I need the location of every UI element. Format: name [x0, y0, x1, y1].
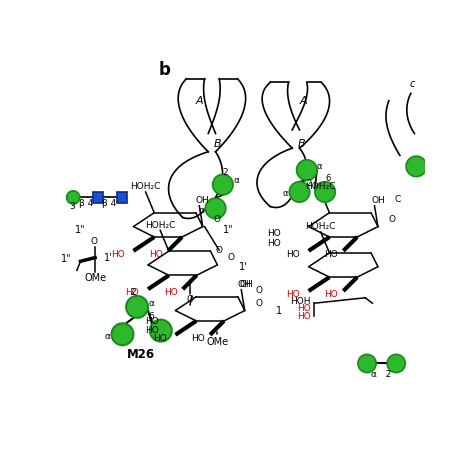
Circle shape — [126, 296, 148, 318]
Text: 2: 2 — [306, 179, 311, 188]
Text: HOH₂C: HOH₂C — [130, 182, 161, 191]
Text: O: O — [91, 237, 98, 246]
Text: β 4: β 4 — [102, 200, 116, 209]
Text: OMe: OMe — [206, 337, 228, 346]
Text: HO: HO — [286, 290, 300, 299]
Text: HO: HO — [297, 311, 310, 320]
Text: HOH₂C: HOH₂C — [306, 222, 336, 231]
Text: 1": 1" — [223, 225, 234, 235]
Text: HO: HO — [149, 250, 163, 259]
FancyBboxPatch shape — [93, 192, 103, 202]
Text: A: A — [195, 96, 203, 106]
Text: α: α — [234, 176, 240, 185]
Text: OMe: OMe — [84, 273, 106, 283]
Text: 1: 1 — [276, 306, 283, 316]
Text: M26: M26 — [127, 348, 155, 361]
Text: 6: 6 — [325, 174, 331, 183]
Text: 6: 6 — [149, 311, 155, 320]
Circle shape — [315, 182, 335, 202]
Text: O: O — [216, 246, 223, 255]
Text: HOH: HOH — [290, 297, 310, 306]
Text: α   2: α 2 — [372, 370, 392, 379]
Circle shape — [289, 182, 310, 202]
Text: HO: HO — [324, 290, 338, 299]
Circle shape — [67, 191, 80, 204]
Circle shape — [387, 355, 405, 373]
Circle shape — [205, 198, 226, 219]
Text: α: α — [149, 299, 155, 308]
Text: HO: HO — [145, 317, 159, 326]
Text: O: O — [228, 254, 235, 263]
Text: β 4: β 4 — [79, 200, 93, 209]
Text: OH: OH — [196, 196, 210, 205]
Text: O: O — [213, 215, 220, 224]
Text: O: O — [388, 215, 395, 224]
Text: c: c — [410, 79, 415, 89]
Text: 2: 2 — [222, 168, 228, 177]
Text: HO: HO — [153, 334, 166, 343]
Circle shape — [406, 156, 427, 177]
Text: HO: HO — [267, 229, 281, 238]
Text: OH: OH — [238, 280, 252, 289]
Text: HO: HO — [297, 304, 310, 313]
Text: HO: HO — [191, 334, 205, 343]
Text: B: B — [298, 139, 305, 149]
Text: 1': 1' — [104, 253, 112, 264]
Text: HO: HO — [111, 250, 125, 259]
Text: O: O — [255, 299, 262, 308]
Circle shape — [297, 160, 317, 180]
Text: α: α — [199, 206, 205, 215]
Text: α: α — [105, 332, 111, 341]
Circle shape — [213, 174, 233, 195]
Text: HO: HO — [286, 250, 300, 259]
Text: HO: HO — [164, 288, 177, 297]
Text: O: O — [256, 286, 263, 295]
Text: C: C — [394, 195, 401, 204]
Text: HO: HO — [126, 288, 139, 297]
Text: A: A — [300, 96, 307, 106]
Text: B: B — [214, 139, 221, 149]
Text: O: O — [186, 295, 193, 304]
Text: 2: 2 — [131, 288, 136, 297]
Circle shape — [358, 355, 376, 373]
Text: HOH₂C: HOH₂C — [145, 220, 175, 229]
Text: 3: 3 — [70, 202, 75, 211]
Text: 1": 1" — [75, 225, 86, 235]
Text: HO: HO — [267, 238, 281, 247]
Text: HO: HO — [145, 326, 159, 335]
Circle shape — [150, 319, 172, 342]
Text: HOH₂C: HOH₂C — [306, 182, 336, 191]
Text: OH: OH — [240, 281, 254, 290]
Text: OH: OH — [371, 196, 385, 205]
Text: α: α — [282, 189, 288, 198]
Text: 1": 1" — [61, 255, 71, 264]
FancyBboxPatch shape — [117, 192, 127, 202]
Text: HO: HO — [324, 250, 338, 259]
Circle shape — [111, 323, 133, 345]
Text: α: α — [316, 162, 321, 171]
Text: b: b — [158, 61, 170, 79]
Text: 1': 1' — [238, 262, 247, 272]
